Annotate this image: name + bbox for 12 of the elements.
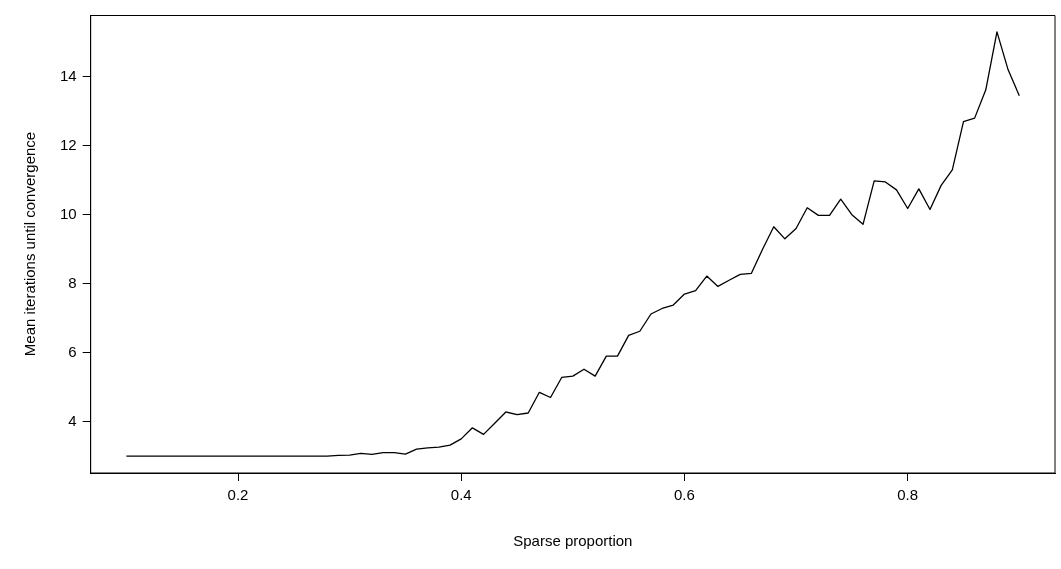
y-tick-label: 14: [60, 66, 77, 84]
x-tick-label: 0.8: [897, 486, 919, 504]
x-tick-label: 0.4: [450, 486, 472, 504]
y-tick-label: 8: [68, 273, 77, 291]
y-tick-label: 10: [60, 204, 77, 222]
x-tick-label: 0.2: [227, 486, 249, 504]
x-tick-label: 0.6: [674, 486, 695, 504]
y-tick-label: 4: [68, 411, 77, 429]
x-axis-title: Sparse proportion: [513, 532, 633, 550]
y-axis-title: Mean iterations until convergence: [21, 131, 39, 357]
y-tick-label: 12: [60, 135, 77, 153]
y-tick-label: 6: [68, 342, 77, 360]
